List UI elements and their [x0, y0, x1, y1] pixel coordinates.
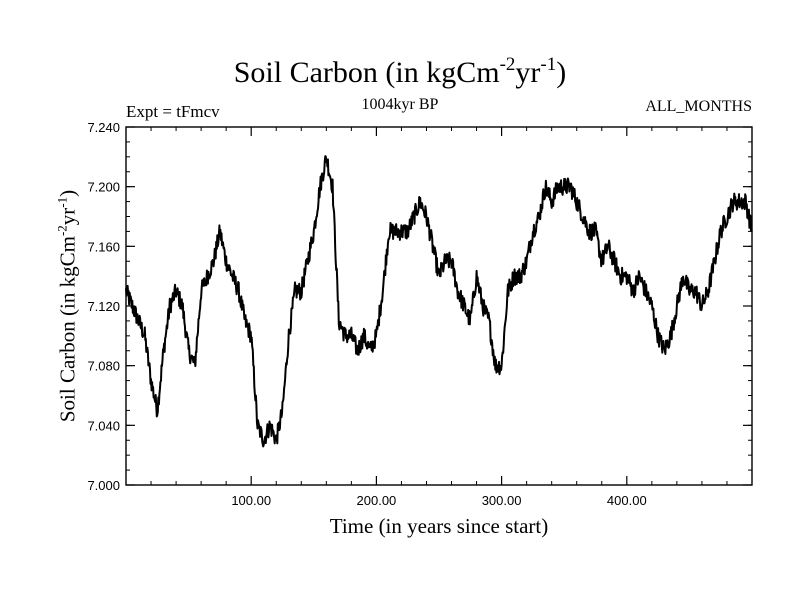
y-tick-label: 7.080 [87, 359, 120, 374]
soil-carbon-line [125, 155, 753, 448]
x-tick-label: 100.00 [231, 493, 271, 508]
x-axis: 100.00 200.00 300.00 400.00 [150, 127, 728, 508]
y-tick-label: 7.160 [87, 239, 120, 254]
y-tick-label: 7.120 [87, 299, 120, 314]
plot-frame [125, 126, 753, 486]
x-tick-label: 200.00 [357, 493, 397, 508]
chart-title: Soil Carbon (in kgCm-2yr-1) [233, 54, 567, 89]
x-tick-label: 400.00 [607, 493, 647, 508]
x-tick-label: 300.00 [482, 493, 522, 508]
y-tick-label: 7.000 [87, 478, 120, 493]
y-tick-label: 7.240 [87, 120, 120, 135]
experiment-label: Expt = tFmcv [126, 102, 220, 121]
y-axis: 7.000 7.040 7.080 7.120 7.160 7.200 7.240 [87, 120, 752, 493]
x-axis-label: Time (in years since start) [329, 514, 549, 538]
months-label: ALL_MONTHS [645, 98, 752, 115]
y-tick-label: 7.040 [87, 418, 120, 433]
chart-subtitle: 1004kyr BP [361, 96, 439, 113]
y-tick-label: 7.200 [87, 180, 120, 195]
